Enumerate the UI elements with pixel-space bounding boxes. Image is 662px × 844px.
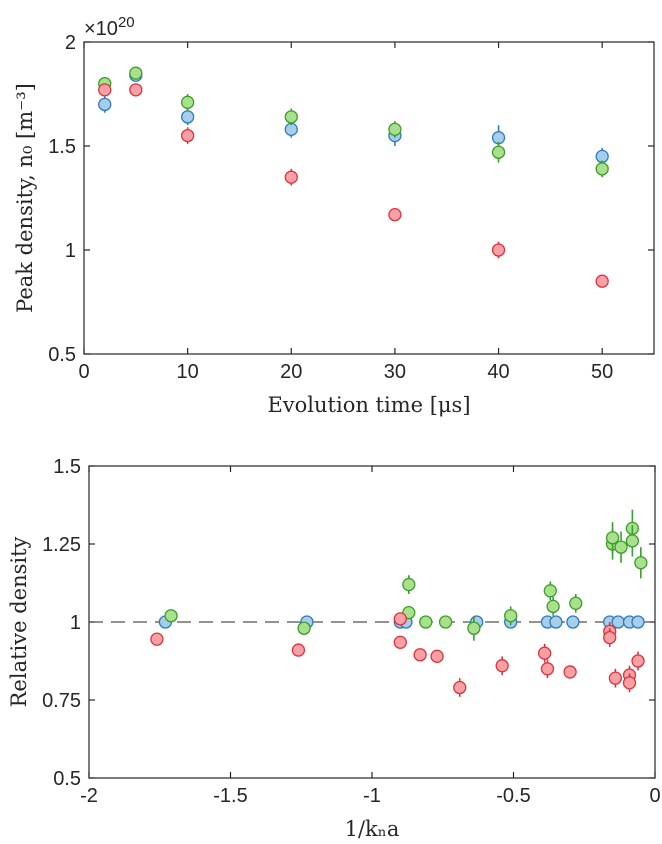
y-tick-label-1-2: 1 — [70, 612, 81, 634]
point-1-red-2 — [393, 612, 407, 626]
point-1-green-4 — [419, 615, 433, 629]
point-1-red-8 — [537, 646, 552, 660]
point-1-red-16 — [631, 654, 645, 668]
x-tick-label-1-4: 0 — [649, 785, 660, 807]
point-1-green-5 — [438, 615, 453, 629]
point-0-red-3 — [284, 170, 298, 184]
point-1-red-6 — [453, 680, 467, 695]
y-axis-label-top: Peak density, n₀ [m⁻³] — [13, 83, 37, 313]
x-axis-label-bottom: 1/kₙa — [345, 817, 400, 841]
point-1-red-7 — [495, 659, 509, 673]
point-1-red-9 — [540, 662, 555, 676]
point-1-green-7 — [504, 609, 518, 623]
point-0-green-3 — [284, 110, 298, 124]
point-1-green-6 — [467, 621, 481, 635]
y-multiplier: ×1020 — [84, 14, 135, 40]
y-axis-label-bottom: Relative density — [7, 536, 31, 707]
panel-relative-density: -2 -1.5 -1 -0.5 0 0.5 0.75 1 1.25 1.5 1/kₙa Relat… — [7, 456, 661, 841]
point-0-green-2 — [180, 95, 195, 109]
point-1-green-0 — [164, 609, 178, 623]
y-tick-label-0-1: 1 — [65, 240, 76, 262]
point-1-green-1 — [297, 621, 311, 635]
point-0-green-6 — [595, 162, 609, 176]
point-0-red-1 — [129, 83, 143, 97]
point-0-red-6 — [595, 274, 609, 288]
point-1-red-10 — [563, 665, 577, 679]
x-tick-label-0-0: 0 — [78, 361, 89, 383]
x-tick-label-0-1: 10 — [177, 361, 199, 383]
plot-frame-top — [83, 41, 655, 355]
x-tick-label-0-3: 30 — [384, 361, 406, 383]
y-tick-label-1-4: 1.5 — [53, 456, 81, 478]
y-tick-label-1-3: 1.25 — [42, 534, 81, 556]
points-group-top — [98, 66, 609, 288]
point-1-blue-10 — [611, 615, 625, 629]
point-1-green-15 — [625, 534, 640, 548]
point-0-blue-0 — [98, 97, 112, 112]
y-multiplier-exponent: 20 — [118, 14, 135, 31]
point-1-red-0 — [150, 632, 164, 646]
x-axis-label-top: Evolution time [μs] — [267, 393, 470, 417]
point-1-red-1 — [291, 643, 306, 657]
y-multiplier-base: ×10 — [84, 18, 118, 40]
point-0-blue-2 — [180, 110, 195, 124]
x-tick-label-1-2: -1 — [363, 785, 381, 807]
point-0-green-5 — [491, 145, 506, 159]
point-1-red-12 — [603, 630, 617, 645]
y-tick-label-0-2: 1.5 — [48, 136, 76, 158]
point-0-red-2 — [180, 128, 195, 143]
points-group-bottom — [150, 509, 648, 697]
tick-group-top: 0 10 20 30 40 50 0.5 1 1.5 2 — [48, 32, 654, 383]
point-1-green-12 — [605, 531, 620, 545]
x-tick-label-0-5: 50 — [591, 361, 613, 383]
point-1-green-13 — [614, 540, 628, 554]
x-tick-label-1-3: -0.5 — [496, 785, 530, 807]
x-tick-label-0-2: 20 — [280, 361, 302, 383]
point-0-red-5 — [491, 243, 506, 257]
panel-peak-density: 0 10 20 30 40 500.511.52 ×1020 Evolution time… — [13, 14, 655, 417]
x-tick-label-1-0: -2 — [80, 785, 98, 807]
y-tick-label-1-0: 0.5 — [53, 768, 81, 790]
point-1-red-3 — [393, 635, 407, 649]
tick-group-bottom: -2 -1.5 -1 -0.5 0 0.5 0.75 1 1.25 1.5 — [42, 456, 661, 807]
point-1-green-2 — [402, 577, 416, 592]
x-tick-label-1-1: -1.5 — [213, 785, 247, 807]
point-1-green-16 — [634, 556, 648, 570]
point-1-red-5 — [430, 649, 444, 663]
point-0-red-0 — [98, 83, 112, 97]
point-0-green-1 — [129, 66, 143, 80]
point-1-green-8 — [543, 584, 557, 598]
y-tick-label-0-0: 0.5 — [48, 344, 76, 366]
point-0-green-4 — [388, 122, 402, 137]
point-0-red-4 — [388, 207, 402, 222]
point-1-red-13 — [608, 671, 623, 685]
point-1-red-15 — [622, 676, 637, 690]
point-1-green-10 — [569, 596, 583, 610]
y-tick-label-0-3: 2 — [65, 32, 76, 54]
point-1-blue-7 — [549, 615, 563, 629]
point-1-green-9 — [546, 599, 560, 614]
y-tick-label-1-1: 0.75 — [42, 690, 81, 712]
point-1-blue-12 — [631, 615, 645, 629]
point-1-blue-8 — [566, 615, 580, 629]
x-tick-label-0-4: 40 — [487, 361, 509, 383]
point-1-red-4 — [413, 648, 427, 662]
